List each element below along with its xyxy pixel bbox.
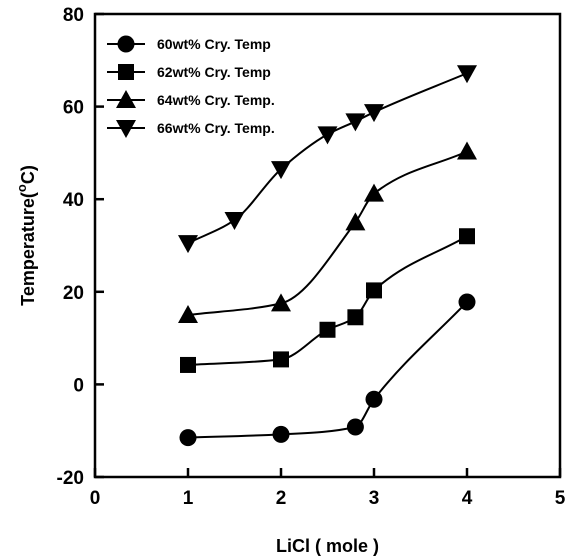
legend-label-0: 60wt% Cry. Temp (157, 36, 271, 52)
series-3-point-6 (457, 65, 477, 84)
legend-marker-2 (116, 90, 136, 108)
x-tick-label-4: 4 (462, 488, 473, 509)
plot-frame (93, 12, 562, 479)
y-tick-label-4: 60 (63, 98, 84, 119)
y-tick-label-5: 80 (63, 5, 84, 26)
series-1-point-2 (319, 321, 336, 338)
series-0-point-4 (458, 293, 476, 311)
series-2-point-4 (457, 141, 477, 160)
y-axis-title-unit: C) (18, 165, 38, 184)
legend-label-2: 64wt% Cry. Temp. (157, 92, 275, 108)
series-3-point-5 (364, 104, 384, 123)
series-1-line (187, 235, 468, 366)
series-3-point-2 (271, 161, 291, 180)
legend-marker-0 (117, 35, 135, 53)
y-tick-label-3: 40 (63, 190, 84, 211)
series-2-point-3 (364, 183, 384, 202)
series-2-line (187, 150, 468, 316)
y-axis-title-main: Temperature( (18, 192, 38, 306)
y-tick-label-2: 20 (63, 283, 84, 304)
series-0-point-0 (179, 429, 197, 447)
series-3-point-3 (317, 126, 338, 145)
x-tick-label-0: 0 (90, 488, 101, 509)
y-axis-title: Temperature(oC) (14, 165, 38, 306)
series-1-point-1 (273, 351, 289, 368)
x-axis-title: LiCl ( mole ) (276, 536, 379, 556)
series-2-point-1 (271, 293, 291, 312)
series-3-point-0 (178, 235, 198, 254)
x-tick-label-3: 3 (369, 488, 380, 509)
x-tick-label-5: 5 (555, 488, 565, 509)
y-axis-title-degree: o (14, 184, 29, 192)
series-0-point-2 (346, 418, 364, 436)
series-1-point-5 (459, 228, 475, 245)
series-3-point-4 (345, 113, 366, 132)
x-tick-label-1: 1 (183, 488, 194, 509)
x-tick-label-2: 2 (276, 488, 287, 509)
y-tick-label-1: 0 (73, 375, 84, 396)
series-markers (178, 65, 477, 447)
series-2-point-0 (178, 304, 198, 323)
series-1-point-4 (366, 282, 382, 299)
y-tick-label-0: -20 (57, 468, 84, 489)
legend: 60wt% Cry. Temp 62wt% Cry. Temp 64wt% Cry.… (107, 35, 275, 138)
series-3-point-1 (224, 212, 245, 231)
legend-label-3: 66wt% Cry. Temp. (157, 120, 275, 136)
legend-marker-1 (118, 64, 134, 80)
series-1-point-3 (347, 309, 364, 326)
axes: 0 1 2 3 4 5 -20 0 20 40 60 80 (57, 5, 565, 509)
series-2-point-2 (345, 212, 366, 231)
series-0-point-3 (365, 390, 383, 408)
legend-marker-3 (116, 120, 136, 138)
legend-label-1: 62wt% Cry. Temp (157, 64, 271, 80)
series-1-point-0 (180, 356, 196, 373)
series-0-point-1 (272, 425, 290, 443)
